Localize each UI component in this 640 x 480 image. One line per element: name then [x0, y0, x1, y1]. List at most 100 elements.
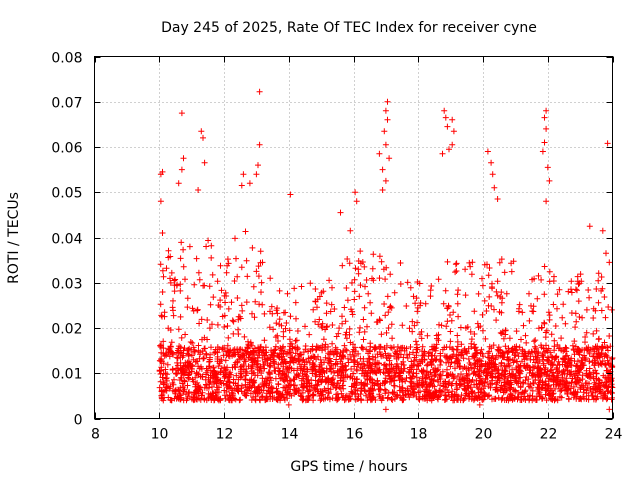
- data-point: [234, 295, 241, 301]
- data-point: [404, 355, 411, 361]
- data-point: [561, 381, 568, 388]
- data-point: [399, 322, 406, 329]
- data-point: [222, 357, 229, 364]
- data-point: [426, 387, 433, 394]
- data-point: [513, 328, 520, 335]
- data-point: [541, 320, 548, 327]
- data-point: [269, 310, 276, 317]
- data-point: [231, 278, 238, 284]
- data-point: [469, 376, 476, 383]
- data-point: [160, 380, 167, 387]
- data-point: [531, 395, 537, 402]
- data-point: [239, 346, 246, 353]
- y-tick-label: 0: [74, 413, 83, 429]
- data-point: [447, 312, 453, 318]
- data-point: [598, 361, 605, 368]
- data-point: [510, 258, 517, 265]
- data-point: [539, 378, 546, 385]
- data-point: [259, 393, 266, 400]
- data-point: [214, 278, 221, 285]
- data-point: [299, 384, 306, 391]
- data-point: [317, 397, 324, 404]
- data-point: [407, 344, 414, 350]
- data-point: [285, 401, 292, 408]
- data-point: [455, 313, 462, 320]
- data-point: [405, 369, 412, 376]
- data-point: [170, 312, 177, 319]
- data-point: [357, 260, 364, 267]
- data-point: [272, 343, 279, 350]
- data-point: [427, 287, 434, 294]
- data-point: [228, 299, 235, 306]
- data-point: [377, 395, 384, 402]
- data-point: [178, 110, 185, 117]
- data-point: [348, 388, 355, 395]
- data-point: [515, 353, 522, 360]
- data-point: [161, 381, 168, 388]
- data-point: [412, 300, 419, 307]
- data-point: [389, 397, 396, 403]
- data-point: [233, 255, 239, 262]
- data-point: [419, 348, 425, 355]
- data-point: [165, 383, 172, 390]
- data-point: [388, 361, 395, 368]
- data-point: [527, 381, 534, 387]
- data-point: [435, 276, 442, 283]
- data-point: [306, 359, 313, 366]
- data-point: [346, 325, 353, 332]
- data-point: [494, 196, 501, 202]
- data-point: [234, 273, 241, 280]
- data-point: [158, 342, 165, 348]
- data-point: [399, 344, 406, 351]
- data-point: [225, 305, 232, 312]
- data-point: [476, 367, 483, 373]
- data-point: [384, 116, 391, 123]
- data-point: [235, 351, 242, 358]
- y-tick-label: 0.06: [51, 141, 82, 157]
- data-point: [195, 269, 202, 276]
- data-point: [429, 343, 436, 350]
- data-point: [386, 365, 393, 372]
- data-point: [246, 354, 253, 361]
- data-point: [361, 328, 368, 335]
- data-point: [340, 378, 347, 385]
- data-point: [280, 394, 287, 401]
- data-point: [410, 380, 417, 387]
- data-point: [532, 376, 539, 383]
- data-point: [564, 391, 571, 397]
- data-point: [567, 389, 574, 396]
- data-point: [229, 317, 236, 324]
- data-point: [598, 274, 605, 280]
- data-point: [364, 375, 371, 382]
- grid-lines: [94, 56, 613, 419]
- data-point: [212, 378, 219, 385]
- data-point: [565, 356, 572, 363]
- data-point: [252, 372, 259, 379]
- data-point: [174, 393, 181, 400]
- data-point: [451, 393, 458, 400]
- data-point: [534, 363, 541, 370]
- data-point: [575, 372, 582, 379]
- data-point: [335, 330, 342, 337]
- data-point: [285, 364, 292, 371]
- data-point: [449, 116, 456, 123]
- data-point: [169, 350, 176, 357]
- data-point: [606, 333, 613, 339]
- data-point: [568, 368, 575, 375]
- data-point: [182, 391, 189, 398]
- data-point: [349, 311, 356, 318]
- data-point: [418, 328, 425, 335]
- data-point: [456, 363, 463, 369]
- data-point: [571, 338, 578, 345]
- data-point: [439, 346, 446, 353]
- data-point: [369, 380, 376, 387]
- x-tick-label: 16: [346, 427, 364, 443]
- data-point: [418, 382, 425, 388]
- data-point: [602, 314, 609, 321]
- data-point: [452, 365, 458, 372]
- data-point: [598, 350, 605, 357]
- data-point: [520, 322, 527, 329]
- data-point: [590, 369, 597, 376]
- data-point: [603, 378, 610, 385]
- data-point: [527, 392, 533, 399]
